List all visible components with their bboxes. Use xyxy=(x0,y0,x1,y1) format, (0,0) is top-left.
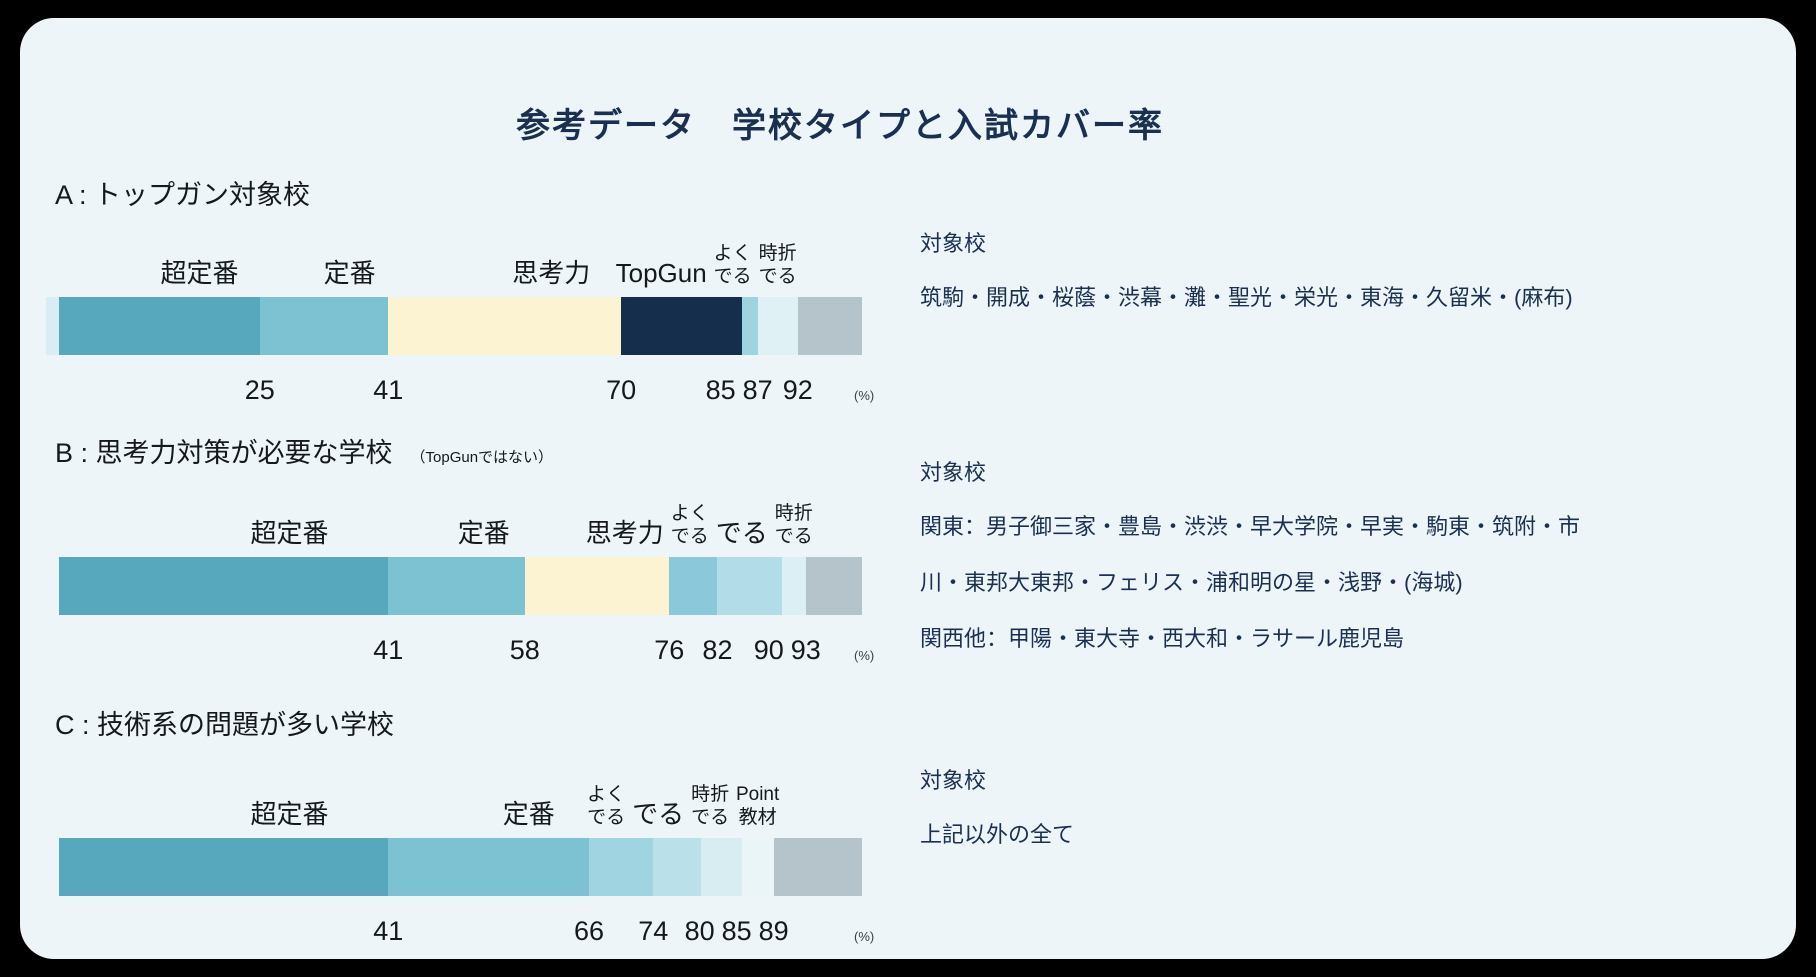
bar-segment xyxy=(741,838,774,896)
bar-segment xyxy=(388,838,589,896)
percent-unit-label: (%) xyxy=(854,929,875,944)
boundary-value: 92 xyxy=(782,375,813,405)
targets-list: 筑駒・開成・桜蔭・渋幕・灘・聖光・栄光・東海・久留米・(麻布) xyxy=(920,270,1573,326)
segment-label: 超定番 xyxy=(250,518,329,549)
target-line: 関東：男子御三家・豊島・渋渋・早大学院・早実・駒東・筑附・市川・東邦大東邦・フェ… xyxy=(920,514,1581,595)
bar-segment xyxy=(621,297,742,355)
chart-panel: 参考データ 学校タイプと入試カバー率 A : トップガン対象校超定番 25 定番 41… xyxy=(20,18,1796,959)
bar-segment xyxy=(524,557,670,615)
bar-segment xyxy=(669,557,718,615)
segment-label: 時折 でる xyxy=(691,783,730,829)
bar-segment xyxy=(588,838,654,896)
boundary-value: 85 xyxy=(721,916,752,946)
segment-label: よく でる xyxy=(713,242,752,288)
boundary-value: 66 xyxy=(573,916,604,946)
bar-lead-segment xyxy=(46,297,59,355)
segment-label: 定番 xyxy=(502,799,555,830)
bar-segment xyxy=(805,557,862,615)
bar-segment xyxy=(59,297,260,355)
segment-label: 思考力 xyxy=(585,518,664,549)
boundary-value: 74 xyxy=(638,916,669,946)
bar-segment xyxy=(653,838,702,896)
bar-segment xyxy=(388,297,622,355)
boundary-value: 25 xyxy=(244,375,275,405)
bar-segment xyxy=(781,557,806,615)
section-heading-text: B : 思考力対策が必要な学校 xyxy=(55,438,393,468)
section-heading: C : 技術系の問題が多い学校 xyxy=(55,703,394,742)
boundary-value: 58 xyxy=(509,635,540,665)
segment-label: 時折 でる xyxy=(758,242,797,288)
bar-segment xyxy=(741,297,758,355)
segment-label: 定番 xyxy=(323,258,376,289)
targets-heading: 対象校 xyxy=(920,231,987,256)
percent-unit-label: (%) xyxy=(854,388,875,403)
boundary-value: 41 xyxy=(373,375,404,405)
segment-label: 超定番 xyxy=(160,258,239,289)
segment-label: よく でる xyxy=(670,502,709,548)
segment-label: TopGun xyxy=(615,258,707,289)
boundary-value: 80 xyxy=(684,916,715,946)
boundary-value: 90 xyxy=(753,635,784,665)
boundary-value: 89 xyxy=(758,916,789,946)
bar-segment xyxy=(797,297,862,355)
bar-segment xyxy=(773,838,862,896)
boundary-value: 87 xyxy=(742,375,773,405)
bar-segment xyxy=(259,297,389,355)
target-line: 上記以外の全て xyxy=(920,822,1075,847)
section-heading: B : 思考力対策が必要な学校 （TopGunではない） xyxy=(55,431,553,470)
segment-label: 定番 xyxy=(457,518,510,549)
segment-label: よく でる xyxy=(587,783,626,829)
targets-heading: 対象校 xyxy=(920,768,987,793)
boundary-value: 41 xyxy=(373,916,404,946)
target-line: 筑駒・開成・桜蔭・渋幕・灘・聖光・栄光・東海・久留米・(麻布) xyxy=(920,285,1573,310)
targets-list: 関東：男子御三家・豊島・渋渋・早大学院・早実・駒東・筑附・市川・東邦大東邦・フェ… xyxy=(920,499,1600,667)
percent-unit-label: (%) xyxy=(854,648,875,663)
bar-segment xyxy=(59,838,389,896)
segment-label: でる xyxy=(715,518,768,549)
boundary-value: 41 xyxy=(373,635,404,665)
segment-label: 時折 でる xyxy=(774,502,813,548)
section-heading-text: A : トップガン対象校 xyxy=(55,180,311,210)
segment-label: 超定番 xyxy=(250,799,329,830)
boundary-value: 76 xyxy=(654,635,685,665)
section-heading-text: C : 技術系の問題が多い学校 xyxy=(55,710,395,740)
targets-heading: 対象校 xyxy=(920,460,987,485)
bar-segment xyxy=(59,557,389,615)
boundary-value: 70 xyxy=(606,375,637,405)
stacked-bar: 超定番 41 定番 66 よく でる 74 でる 80 時折 でる 85 Point 教材 89 (%) xyxy=(59,784,874,946)
section-note: （TopGunではない） xyxy=(410,449,554,466)
stacked-bar: 超定番 25 定番 41 思考力 70 TopGun 85 よく でる 87 時折 でる 92 (%) xyxy=(46,243,874,405)
section-heading: A : トップガン対象校 xyxy=(55,173,310,212)
boundary-value: 85 xyxy=(705,375,736,405)
bar-segment xyxy=(701,838,742,896)
stacked-bar: 超定番 41 定番 58 思考力 76 よく でる 82 でる 90 時折 でる 93 (%) xyxy=(59,503,874,665)
segment-label: Point 教材 xyxy=(735,783,780,829)
bar-segment xyxy=(717,557,782,615)
bar-segment xyxy=(757,297,798,355)
boundary-value: 93 xyxy=(790,635,821,665)
segment-label: でる xyxy=(632,799,685,830)
bar-segment xyxy=(388,557,525,615)
segment-label: 思考力 xyxy=(512,258,591,289)
target-line: 関西他：甲陽・東大寺・西大和・ラサール鹿児島 xyxy=(920,626,1405,651)
page-title: 参考データ 学校タイプと入試カバー率 xyxy=(516,107,1164,145)
targets-list: 上記以外の全て xyxy=(920,807,1074,863)
boundary-value: 82 xyxy=(702,635,733,665)
